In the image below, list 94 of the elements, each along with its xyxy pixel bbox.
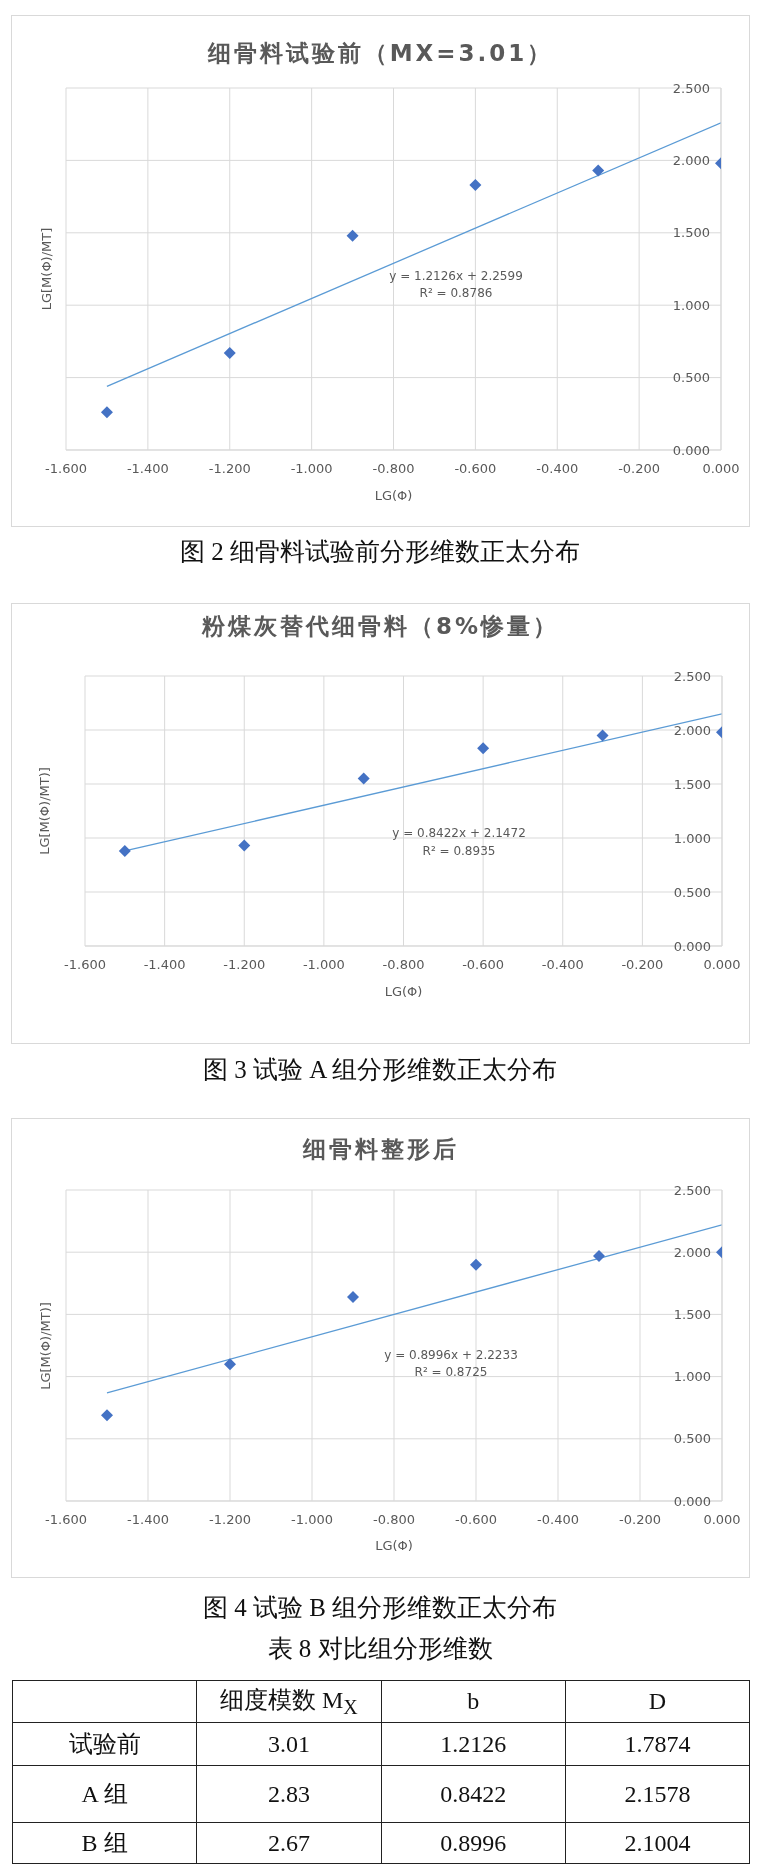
x-tick-label: -0.600 — [454, 461, 497, 477]
text: b — [381, 1680, 566, 1723]
x-tick-label: -0.400 — [537, 1512, 579, 1528]
y-tick-label: 0.000 — [673, 938, 711, 954]
y-tick-label: 0.500 — [673, 1431, 711, 1447]
data-label: 2.67 — [196, 1822, 381, 1864]
point — [347, 1290, 359, 1303]
point — [592, 164, 605, 177]
x-tick-label: -1.600 — [45, 1512, 87, 1528]
data-label: 0.8996 — [381, 1822, 566, 1864]
y-axis-title: LG[M(Φ)/MT)] — [37, 1301, 53, 1390]
data-label: 2.1004 — [565, 1822, 750, 1864]
annotation: R² = 0.8935 — [422, 843, 496, 859]
point — [224, 1358, 236, 1371]
x-tick-label: -0.200 — [619, 1512, 661, 1528]
x-tick-label: -0.600 — [462, 957, 505, 973]
y-tick-label: 1.000 — [673, 1369, 711, 1385]
y-axis-title: LG[M(Φ)/MT] — [38, 227, 54, 311]
caption: 图 2 细骨料试验前分形维数正太分布 — [179, 537, 581, 567]
y-tick-label: 2.000 — [673, 722, 711, 738]
x-tick-label: -0.200 — [621, 957, 664, 973]
annotation: y = 1.2126x + 2.2599 — [389, 268, 523, 284]
point — [223, 346, 236, 359]
caption: 图 4 试验 B 组分形维数正太分布 — [201, 1593, 559, 1623]
x-tick-label: -0.800 — [372, 461, 415, 477]
data-label: 1.2126 — [381, 1722, 566, 1766]
point — [346, 229, 359, 242]
y-tick-label: 2.000 — [673, 1244, 711, 1260]
x-tick-label: -1.400 — [127, 1512, 169, 1528]
x-tick-label: -1.400 — [143, 957, 186, 973]
y-tick-label: 1.000 — [673, 830, 711, 846]
x-tick-label: 0.000 — [702, 461, 740, 477]
data-label: 2.83 — [196, 1765, 381, 1823]
x-tick-label: -1.000 — [291, 1512, 333, 1528]
point — [357, 772, 370, 785]
x-tick-label: -0.800 — [373, 1512, 415, 1528]
y-tick-label: 2.500 — [673, 1182, 711, 1198]
y-tick-label: 1.500 — [673, 776, 711, 792]
x-axis-title: LG(Φ) — [374, 1537, 414, 1555]
x-tick-label: -1.200 — [208, 461, 251, 477]
y-tick-label: 2.000 — [672, 153, 710, 169]
annotation: R² = 0.8786 — [419, 285, 493, 301]
x-tick-label: -1.200 — [209, 1512, 251, 1528]
x-tick-label: 0.000 — [703, 957, 741, 973]
point — [469, 179, 482, 192]
text: 细度模数 M$_{X}$ — [196, 1680, 381, 1723]
y-tick-label: 0.500 — [673, 884, 711, 900]
text: 表 8 对比组分形维数 — [266, 1634, 494, 1664]
annotation: y = 0.8996x + 2.2233 — [384, 1347, 518, 1363]
text: D — [565, 1680, 750, 1723]
x-tick-label: -1.400 — [126, 461, 169, 477]
point — [593, 1249, 605, 1262]
x-tick-label: -0.400 — [536, 461, 579, 477]
point — [100, 406, 113, 419]
annotation: R² = 0.8725 — [414, 1364, 488, 1380]
y-tick-label: 1.000 — [672, 297, 710, 313]
chart-title: 细骨料试验前（MX=3.01） — [206, 39, 555, 68]
point — [238, 839, 251, 852]
data-label: 0.8422 — [381, 1765, 566, 1823]
y-tick-label: 0.500 — [672, 370, 710, 386]
x-tick-label: -1.000 — [302, 957, 345, 973]
point — [101, 1409, 113, 1422]
x-tick-label: -1.000 — [290, 461, 333, 477]
chart-title: 细骨料整形后 — [301, 1135, 460, 1164]
category-label: 试验前 — [12, 1722, 197, 1766]
data-label: 1.7874 — [565, 1722, 750, 1766]
data-label: 3.01 — [196, 1722, 381, 1766]
x-axis-title: LG(Φ) — [373, 487, 414, 505]
x-tick-label: -0.800 — [382, 957, 425, 973]
chart-title: 粉煤灰替代细骨料（8%惨量） — [200, 612, 561, 641]
x-tick-label: -1.600 — [64, 957, 106, 973]
annotation: y = 0.8422x + 2.1472 — [392, 825, 526, 841]
point — [118, 844, 131, 857]
point — [596, 729, 609, 742]
y-tick-label: 0.000 — [672, 442, 710, 458]
x-tick-label: -0.200 — [618, 461, 661, 477]
y-axis-title: LG[M(Φ)/MT)] — [36, 767, 52, 855]
x-tick-label: -0.600 — [455, 1512, 497, 1528]
y-tick-label: 2.500 — [672, 80, 710, 96]
y-tick-label: 2.500 — [673, 668, 711, 684]
y-tick-label: 1.500 — [672, 225, 710, 241]
y-tick-label: 0.000 — [673, 1493, 711, 1509]
x-tick-label: -1.600 — [45, 461, 87, 477]
x-tick-label: -1.200 — [223, 957, 266, 973]
category-label: B 组 — [12, 1822, 197, 1864]
point — [477, 742, 490, 755]
x-axis-title: LG(Φ) — [383, 983, 424, 1001]
y-tick-label: 1.500 — [673, 1307, 711, 1323]
point — [470, 1258, 482, 1271]
category-label: A 组 — [12, 1765, 197, 1823]
caption: 图 3 试验 A 组分形维数正太分布 — [201, 1055, 559, 1085]
x-tick-label: 0.000 — [703, 1512, 741, 1528]
x-tick-label: -0.400 — [541, 957, 584, 973]
data-label: 2.1578 — [565, 1765, 750, 1823]
